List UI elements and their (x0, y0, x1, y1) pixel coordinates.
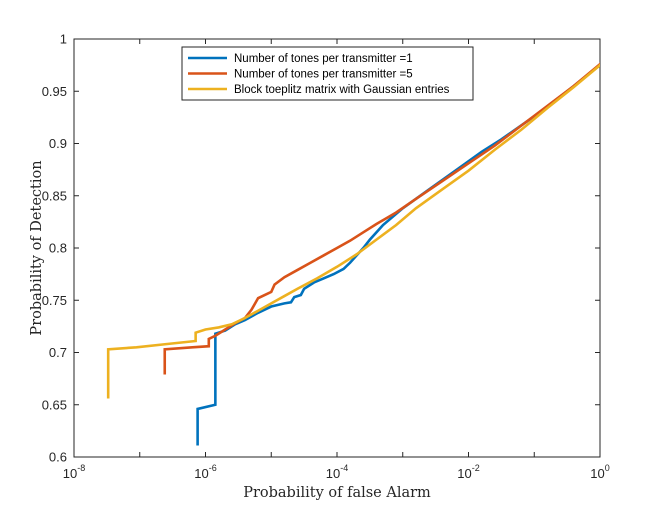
x-tick-label: 10-2 (457, 463, 479, 481)
series-line-2 (163, 62, 600, 375)
y-tick-label: 0.6 (49, 450, 67, 465)
legend-label-2: Number of tones per transmitter =5 (234, 69, 413, 81)
y-tick-label: 0.95 (42, 84, 67, 99)
y-tick-label: 0.7 (49, 345, 67, 360)
legend-box (181, 46, 474, 101)
x-tick-labels: 10-8 10-6 10-4 10-2 100 (63, 463, 610, 481)
axis-ticks (73, 38, 601, 458)
x-tick-label: 100 (590, 463, 609, 481)
series-line-3 (106, 63, 600, 399)
y-tick-labels: 0.6 0.65 0.7 0.75 0.8 0.85 0.9 0.95 1 (42, 32, 67, 465)
y-tick-label: 0.9 (49, 136, 67, 151)
y-tick-label: 0.85 (42, 188, 67, 203)
legend-label-3: Block toeplitz matrix with Gaussian entr… (234, 84, 450, 96)
x-tick-label: 10-4 (326, 463, 348, 481)
y-tick-label: 0.75 (42, 293, 67, 308)
y-tick-label: 0.8 (49, 241, 67, 256)
x-tick-label: 10-8 (63, 463, 85, 481)
y-tick-label: 1 (60, 32, 67, 47)
legend-label-1: Number of tones per transmitter =1 (234, 53, 413, 65)
legend: Number of tones per transmitter =1 Number… (181, 46, 474, 101)
y-tick-label: 0.65 (42, 397, 67, 412)
x-axis-title: Probability of false Alarm (243, 485, 431, 501)
x-tick-label: 10-6 (194, 463, 216, 481)
series-group (106, 62, 600, 446)
y-axis-title: Probability of Detection (29, 160, 45, 335)
